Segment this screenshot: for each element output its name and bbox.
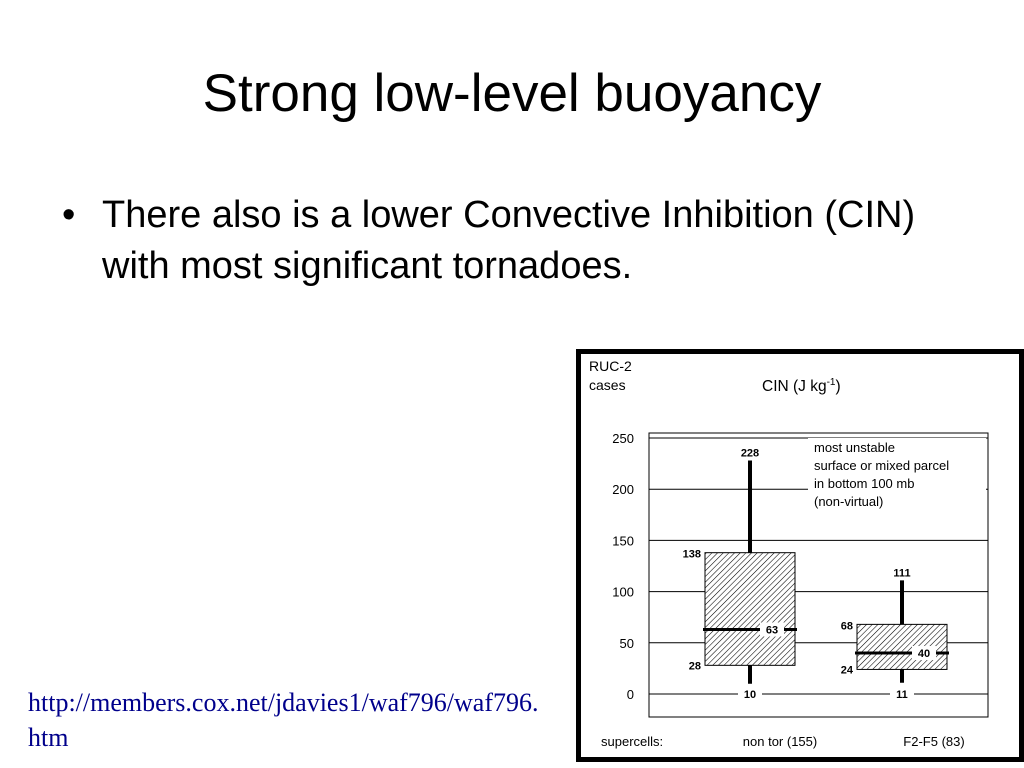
box-non-tor: 228 138 28 63 10 <box>683 446 797 701</box>
cin-boxplot-figure: RUC-2 cases CIN (J kg-1) 0 50 100 150 200 250… <box>576 349 1024 762</box>
min-value-label: 10 <box>744 689 756 701</box>
annotation-line-1: most unstable <box>814 440 895 455</box>
chart-title-suffix: ) <box>836 378 841 395</box>
figure-border <box>576 349 1024 762</box>
y-tick-label: 100 <box>612 585 634 600</box>
max-value-label: 228 <box>741 448 759 460</box>
min-label-bg <box>890 688 914 700</box>
max-value-label: 111 <box>893 567 910 579</box>
min-label-bg <box>738 688 762 700</box>
source-label-line-2: cases <box>589 377 626 393</box>
bullet-text: There also is a lower Convective Inhibit… <box>102 194 916 287</box>
boxes-group: 228 138 28 63 10 111 68 24 40 11 <box>683 446 949 701</box>
category-labels: non tor (155) F2-F5 (83) <box>743 734 965 749</box>
source-url-link[interactable]: http://members.cox.net/jdavies1/waf796/w… <box>28 688 539 752</box>
chart-title: CIN (J kg-1) <box>762 377 841 395</box>
q1-value-label: 28 <box>689 660 701 672</box>
cin-boxplot-svg: RUC-2 cases CIN (J kg-1) 0 50 100 150 200 250… <box>576 349 1024 762</box>
box-f2-f5: 111 68 24 40 11 <box>841 566 949 701</box>
annotation-background <box>808 438 986 516</box>
y-tick-label: 200 <box>612 482 634 497</box>
y-tick-label: 50 <box>620 636 634 651</box>
y-tick-label: 250 <box>612 431 634 446</box>
y-tick-label: 0 <box>627 687 634 702</box>
min-value-label: 11 <box>896 689 908 701</box>
q1-value-label: 24 <box>841 664 854 676</box>
y-axis-ticks: 0 50 100 150 200 250 <box>612 431 634 702</box>
chart-title-text: CIN (J kg <box>762 378 827 395</box>
y-tick-label: 150 <box>612 533 634 548</box>
max-label-bg <box>889 566 915 579</box>
slide-title: Strong low-level buoyancy <box>202 64 822 123</box>
bullet-dot-icon: • <box>62 194 76 236</box>
annotation-line-4: (non-virtual) <box>814 494 883 509</box>
median-value-label: 40 <box>918 648 930 660</box>
bullet-item: • There also is a lower Convective Inhib… <box>58 190 988 292</box>
median-value-label: 63 <box>766 624 778 636</box>
median-label-bg <box>760 622 784 637</box>
median-label-bg <box>912 646 936 661</box>
box-iqr <box>704 552 796 666</box>
chart-title-exponent: -1 <box>827 377 836 388</box>
bullet-list: • There also is a lower Convective Inhib… <box>58 190 988 292</box>
q3-value-label: 138 <box>683 549 701 561</box>
q3-value-label: 68 <box>841 620 853 632</box>
source-label-line-1: RUC-2 <box>589 358 632 374</box>
plot-area <box>648 432 989 718</box>
category-label: F2-F5 (83) <box>903 734 964 749</box>
max-label-bg <box>737 446 763 459</box>
annotation-line-3: in bottom 100 mb <box>814 476 914 491</box>
annotation-line-2: surface or mixed parcel <box>814 458 949 473</box>
category-axis-label: supercells: <box>601 734 663 749</box>
category-label: non tor (155) <box>743 734 817 749</box>
